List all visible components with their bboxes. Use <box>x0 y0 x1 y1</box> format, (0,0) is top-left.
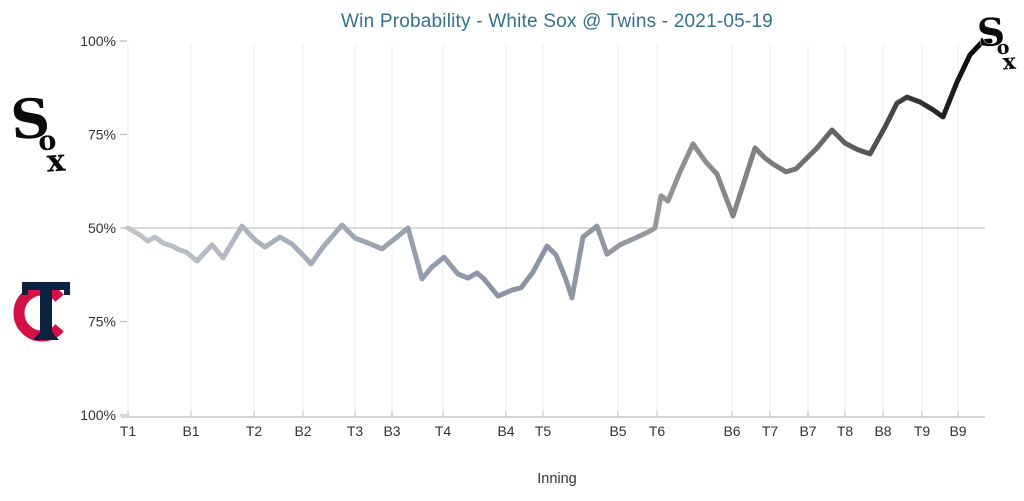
y-tick-label: 100% <box>80 407 116 423</box>
x-tick-label: T1 <box>120 423 137 439</box>
x-tick-label: T7 <box>762 423 779 439</box>
white-sox-endpoint-logo: S o x <box>978 14 1022 76</box>
sox-letter-s: S <box>978 14 1006 56</box>
sox-letter-x: x <box>1002 49 1018 76</box>
win-probability-line <box>125 38 993 301</box>
y-tick-label: 50% <box>88 220 116 236</box>
x-tick-label: B2 <box>294 423 311 439</box>
x-tick-label: T9 <box>914 423 931 439</box>
x-tick-label: B3 <box>383 423 400 439</box>
x-tick-label: B5 <box>609 423 626 439</box>
x-axis-title: Inning <box>537 471 577 487</box>
x-tick-label: T4 <box>435 423 452 439</box>
white-sox-logo: S o x <box>12 93 74 181</box>
twins-logo <box>12 276 82 348</box>
y-tick-label: 75% <box>88 314 116 330</box>
sox-letter-o: o <box>37 125 57 157</box>
twins-c-glyph <box>13 284 64 342</box>
sox-letter-o: o <box>996 37 1010 60</box>
twins-t-glyph <box>22 282 70 340</box>
x-tick-label: T2 <box>246 423 263 439</box>
x-tick-label: B6 <box>723 423 740 439</box>
x-tick-label: T5 <box>535 423 552 439</box>
sox-letter-x: x <box>45 143 66 180</box>
x-tick-label: B9 <box>949 423 966 439</box>
sox-letter-s: S <box>12 93 52 152</box>
y-tick-label: 75% <box>88 127 116 143</box>
x-tick-label: B7 <box>799 423 816 439</box>
x-tick-label: B4 <box>497 423 514 439</box>
chart-title: Win Probability - White Sox @ Twins - 20… <box>341 11 773 32</box>
x-tick-label: B1 <box>182 423 199 439</box>
x-tick-label: B8 <box>874 423 891 439</box>
x-tick-label: T8 <box>837 423 854 439</box>
y-tick-label: 100% <box>80 33 116 49</box>
x-tick-label: T6 <box>649 423 666 439</box>
x-tick-label: T3 <box>347 423 364 439</box>
